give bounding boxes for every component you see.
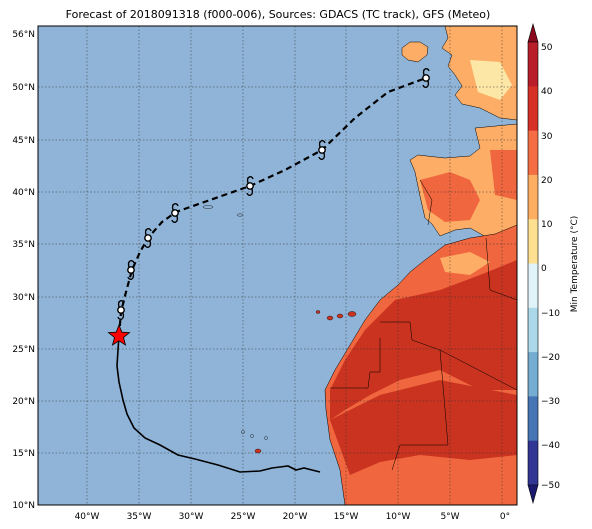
land-sahara bbox=[330, 260, 517, 420]
colorbar-tick: −20 bbox=[541, 353, 560, 363]
lon-label: 10°W bbox=[386, 512, 411, 522]
lon-label: 20°W bbox=[283, 512, 308, 522]
cyclone-icon bbox=[127, 259, 135, 281]
past-track bbox=[116, 335, 321, 473]
forecast-symbols bbox=[117, 67, 430, 321]
colorbar-bands bbox=[528, 42, 538, 486]
border-3 bbox=[391, 349, 449, 471]
lon-label: 25°W bbox=[231, 512, 256, 522]
colorbar-tick: 40 bbox=[541, 87, 553, 97]
colorbar-tick: −10 bbox=[541, 309, 560, 319]
colorbar: 50 40 30 20 10 0 −10 −20 −30 −40 −50 Min… bbox=[527, 22, 580, 505]
colorbar-label: Min Temperature (°C) bbox=[570, 216, 580, 313]
lat-label: 45°N bbox=[12, 136, 35, 146]
lon-label: 30°W bbox=[179, 512, 204, 522]
star-icon bbox=[107, 323, 131, 346]
lon-labels: 40°W 35°W 30°W 25°W 20°W 15°W 10°W 5°W 0… bbox=[75, 512, 511, 522]
colorbar-band bbox=[528, 130, 538, 176]
lat-label: 35°N bbox=[12, 240, 35, 250]
colorbar-band bbox=[528, 174, 538, 220]
lon-label: 5°W bbox=[440, 512, 459, 522]
colorbar-band bbox=[528, 440, 538, 486]
colorbar-band bbox=[528, 86, 538, 132]
cyclone-icon bbox=[318, 139, 326, 161]
lat-label: 10°N bbox=[12, 501, 35, 511]
map-area bbox=[37, 25, 518, 506]
border-1 bbox=[380, 321, 518, 391]
colorbar-band bbox=[528, 307, 538, 353]
lat-label: 15°N bbox=[12, 449, 35, 459]
colorbar-tick: −30 bbox=[541, 397, 560, 407]
gridlines bbox=[38, 26, 517, 505]
lon-label: 0° bbox=[500, 512, 510, 522]
colorbar-tick: 0 bbox=[541, 264, 547, 274]
land-ireland bbox=[401, 41, 429, 63]
lon-label: 40°W bbox=[75, 512, 100, 522]
lon-label: 15°W bbox=[334, 512, 359, 522]
colorbar-tick: 50 bbox=[541, 43, 553, 53]
colorbar-tick: 10 bbox=[541, 220, 553, 230]
colorbar-band bbox=[528, 263, 538, 309]
border-5 bbox=[419, 179, 433, 226]
cyclone-icon bbox=[117, 299, 125, 321]
lat-label: 20°N bbox=[12, 397, 35, 407]
map-border bbox=[37, 25, 518, 506]
lat-label: 50°N bbox=[12, 83, 35, 93]
lat-labels: 56°N 50°N 45°N 40°N 35°N 30°N 25°N 20°N … bbox=[12, 30, 35, 511]
cyclone-icon bbox=[144, 227, 152, 249]
land-atlas bbox=[440, 252, 490, 275]
page-title: Forecast of 2018091318 (f000-006), Sourc… bbox=[66, 8, 491, 21]
border-2 bbox=[330, 338, 381, 389]
lat-label: 40°N bbox=[12, 188, 35, 198]
colorbar-max-arrow bbox=[527, 22, 539, 43]
colorbar-tick: 30 bbox=[541, 132, 553, 142]
colorbar-tick: 20 bbox=[541, 176, 553, 186]
colorbar-tick: −40 bbox=[541, 441, 560, 451]
cyclone-icon bbox=[246, 175, 254, 197]
colorbar-band bbox=[528, 42, 538, 87]
land-france-south bbox=[490, 150, 517, 200]
cyclone-icon bbox=[422, 67, 430, 89]
border-4 bbox=[485, 237, 518, 301]
colorbar-band bbox=[528, 396, 538, 442]
lat-label: 25°N bbox=[12, 345, 35, 355]
cyclone-icon bbox=[171, 202, 179, 224]
colorbar-band bbox=[528, 219, 538, 264]
land-sahel bbox=[330, 380, 517, 475]
colorbar-tick: −50 bbox=[541, 481, 560, 491]
land-iberia-warm bbox=[420, 172, 480, 222]
islands bbox=[202, 205, 357, 454]
colorbar-min-arrow bbox=[527, 484, 539, 505]
colorbar-frame bbox=[527, 41, 539, 486]
colorbar-band bbox=[528, 352, 538, 397]
lat-label: 56°N bbox=[12, 30, 35, 40]
lon-label: 35°W bbox=[127, 512, 152, 522]
land-britain-cool bbox=[470, 60, 512, 100]
land-guinea bbox=[350, 470, 517, 505]
lat-label: 30°N bbox=[12, 293, 35, 303]
